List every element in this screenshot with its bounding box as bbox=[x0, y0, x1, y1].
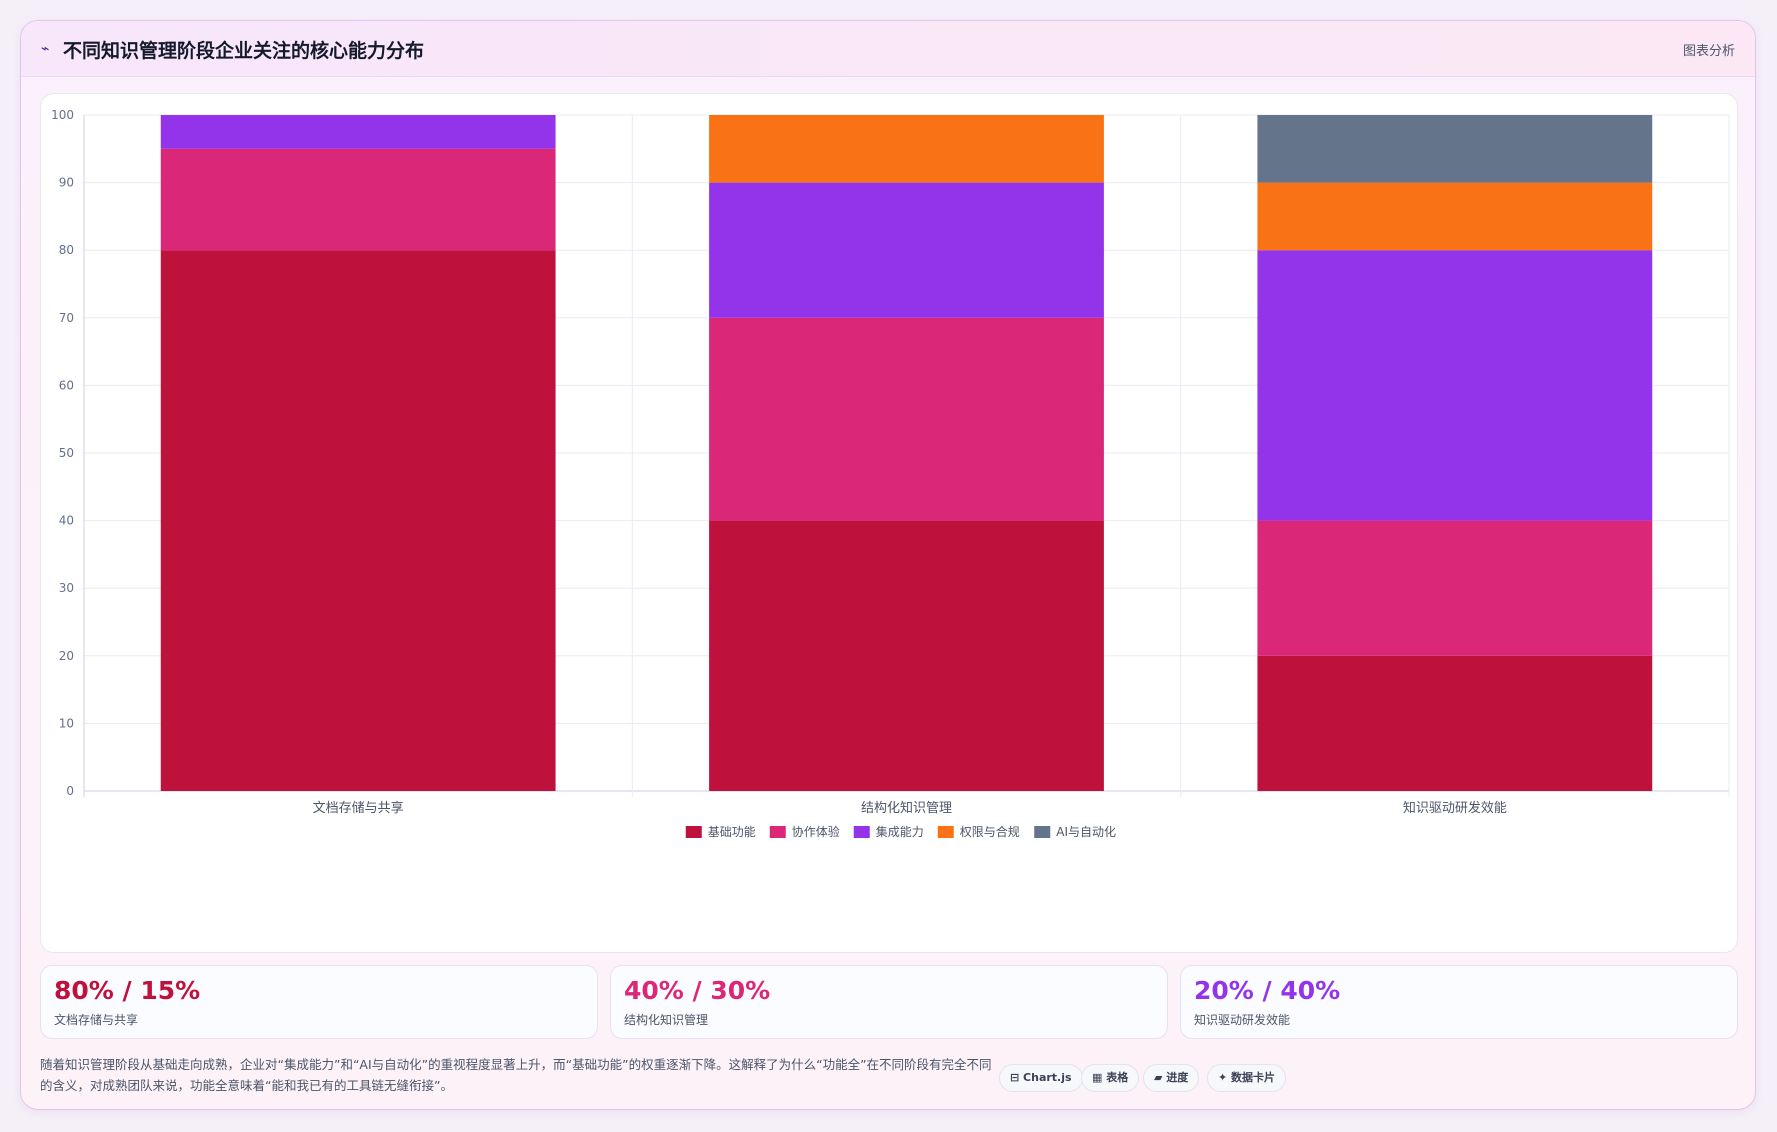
stat-cards: 80% / 15% 文档存储与共享 40% / 30% 结构化知识管理 20% … bbox=[40, 965, 1738, 1039]
bar-segment[interactable] bbox=[1257, 182, 1653, 251]
chart-description: 随着知识管理阶段从基础走向成熟，企业对“集成能力”和“AI与自动化”的重视程度显… bbox=[40, 1057, 992, 1093]
stat-value: 40% / 30% bbox=[624, 976, 771, 1005]
chart-title: 不同知识管理阶段企业关注的核心能力分布 bbox=[63, 40, 425, 62]
legend-label[interactable]: AI与自动化 bbox=[1056, 825, 1116, 839]
legend-swatch[interactable] bbox=[1034, 826, 1051, 838]
stat-label: 知识驱动研发效能 bbox=[1194, 1013, 1291, 1027]
bar-segment[interactable] bbox=[709, 317, 1104, 521]
x-tick-label: 结构化知识管理 bbox=[861, 800, 952, 816]
pill-chartjs[interactable]: ⊟ Chart.js bbox=[999, 1064, 1083, 1092]
stat-label: 文档存储与共享 bbox=[54, 1013, 139, 1027]
chart-card: ⌁ 不同知识管理阶段企业关注的核心能力分布 图表分析 0 10 20 30 40 50 60… bbox=[20, 20, 1756, 1110]
stat-value: 20% / 40% bbox=[1194, 976, 1341, 1005]
legend-swatch[interactable] bbox=[685, 826, 702, 838]
bar-segment[interactable] bbox=[709, 520, 1104, 791]
y-tick-label: 70 bbox=[59, 311, 74, 325]
stat-card-2: 40% / 30% 结构化知识管理 bbox=[610, 965, 1168, 1039]
legend-swatch[interactable] bbox=[853, 826, 870, 838]
pill-progress[interactable]: ▰ 进度 bbox=[1143, 1064, 1200, 1092]
bar-segment[interactable] bbox=[160, 250, 556, 791]
chart-line-icon: ⌁ bbox=[41, 41, 50, 57]
legend-label[interactable]: 权限与合规 bbox=[960, 824, 1020, 839]
chart-panel: 0 10 20 30 40 50 60 70 80 90 100 文档存储与共享 结构化知识管理 知识驱动… bbox=[40, 93, 1738, 953]
legend-label[interactable]: 集成能力 bbox=[876, 824, 924, 839]
y-tick-label: 0 bbox=[66, 784, 74, 798]
bar-segment[interactable] bbox=[1257, 250, 1653, 521]
y-tick-label: 30 bbox=[59, 581, 74, 595]
bar-segment[interactable] bbox=[160, 115, 556, 149]
y-tick-label: 40 bbox=[59, 514, 74, 528]
y-tick-label: 20 bbox=[59, 649, 74, 663]
chart-analysis-tag[interactable]: 图表分析 bbox=[1682, 44, 1735, 59]
y-tick-label: 100 bbox=[51, 108, 74, 122]
card-header: ⌁ 不同知识管理阶段企业关注的核心能力分布 图表分析 bbox=[21, 21, 1755, 77]
legend-label[interactable]: 协作体验 bbox=[792, 824, 840, 839]
y-tick-label: 50 bbox=[59, 446, 74, 460]
pill-data-card[interactable]: ✦ 数据卡片 bbox=[1207, 1064, 1287, 1092]
x-tick-label: 文档存储与共享 bbox=[313, 800, 404, 816]
y-tick-label: 90 bbox=[59, 176, 74, 190]
bar-segment[interactable] bbox=[160, 148, 556, 251]
bar-segment[interactable] bbox=[1257, 115, 1653, 183]
bar-segment[interactable] bbox=[1257, 520, 1653, 656]
bar-segment[interactable] bbox=[709, 182, 1104, 318]
legend-swatch[interactable] bbox=[937, 826, 954, 838]
bar-segment[interactable] bbox=[1257, 655, 1653, 791]
legend-swatch[interactable] bbox=[769, 826, 786, 838]
stat-card-1: 80% / 15% 文档存储与共享 bbox=[40, 965, 598, 1039]
legend-label[interactable]: 基础功能 bbox=[708, 825, 756, 839]
bar-segment[interactable] bbox=[709, 115, 1104, 183]
y-tick-label: 10 bbox=[59, 716, 74, 730]
x-tick-label: 知识驱动研发效能 bbox=[1403, 800, 1507, 816]
pill-table[interactable]: ▦ 表格 bbox=[1081, 1064, 1140, 1092]
stat-label: 结构化知识管理 bbox=[624, 1013, 709, 1027]
y-tick-label: 60 bbox=[59, 378, 74, 392]
y-tick-label: 80 bbox=[59, 243, 74, 257]
stat-value: 80% / 15% bbox=[54, 976, 201, 1005]
stacked-bar-chart: 0 10 20 30 40 50 60 70 80 90 100 文档存储与共享 结构化知识管理 知识驱动… bbox=[51, 108, 1730, 839]
stat-card-3: 20% / 40% 知识驱动研发效能 bbox=[1180, 965, 1738, 1039]
